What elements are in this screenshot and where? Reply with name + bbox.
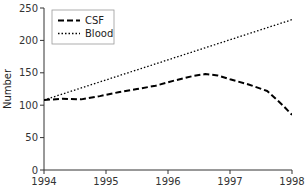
y-tick-label: 100	[19, 100, 38, 111]
y-tick	[40, 137, 44, 138]
y-tick-label: 250	[19, 3, 38, 14]
x-tick	[106, 170, 107, 174]
x-tick-label: 1997	[217, 176, 242, 187]
y-axis-line	[44, 8, 45, 170]
x-tick	[230, 170, 231, 174]
x-tick	[168, 170, 169, 174]
y-tick-label: 150	[19, 67, 38, 78]
x-tick-label: 1998	[279, 176, 304, 187]
chart: 0 50 100 150 200 250 1994 1995 1996 1997 1998 Numbe…	[0, 0, 306, 192]
x-tick-label: 1994	[31, 176, 56, 187]
x-tick-label: 1995	[93, 176, 118, 187]
legend-swatch	[58, 33, 80, 34]
x-tick	[44, 170, 45, 174]
x-tick-label: 1996	[155, 176, 180, 187]
legend-swatch	[58, 20, 80, 22]
y-tick	[40, 170, 44, 171]
x-tick	[292, 170, 293, 174]
chart-container: 0 50 100 150 200 250 1994 1995 1996 1997 1998 Numbe…	[0, 0, 306, 192]
y-tick-label: 200	[19, 35, 38, 46]
legend-label: Blood	[85, 28, 113, 39]
series-line	[44, 74, 292, 115]
y-tick	[40, 40, 44, 41]
legend: CSF Blood	[52, 10, 114, 44]
y-tick-label: 50	[25, 132, 38, 143]
y-tick-label: 0	[32, 165, 38, 176]
legend-label: CSF	[85, 15, 104, 26]
y-tick	[40, 8, 44, 9]
y-tick	[40, 105, 44, 106]
y-axis-label: Number	[2, 68, 13, 109]
legend-box	[52, 10, 114, 44]
y-tick	[40, 72, 44, 73]
